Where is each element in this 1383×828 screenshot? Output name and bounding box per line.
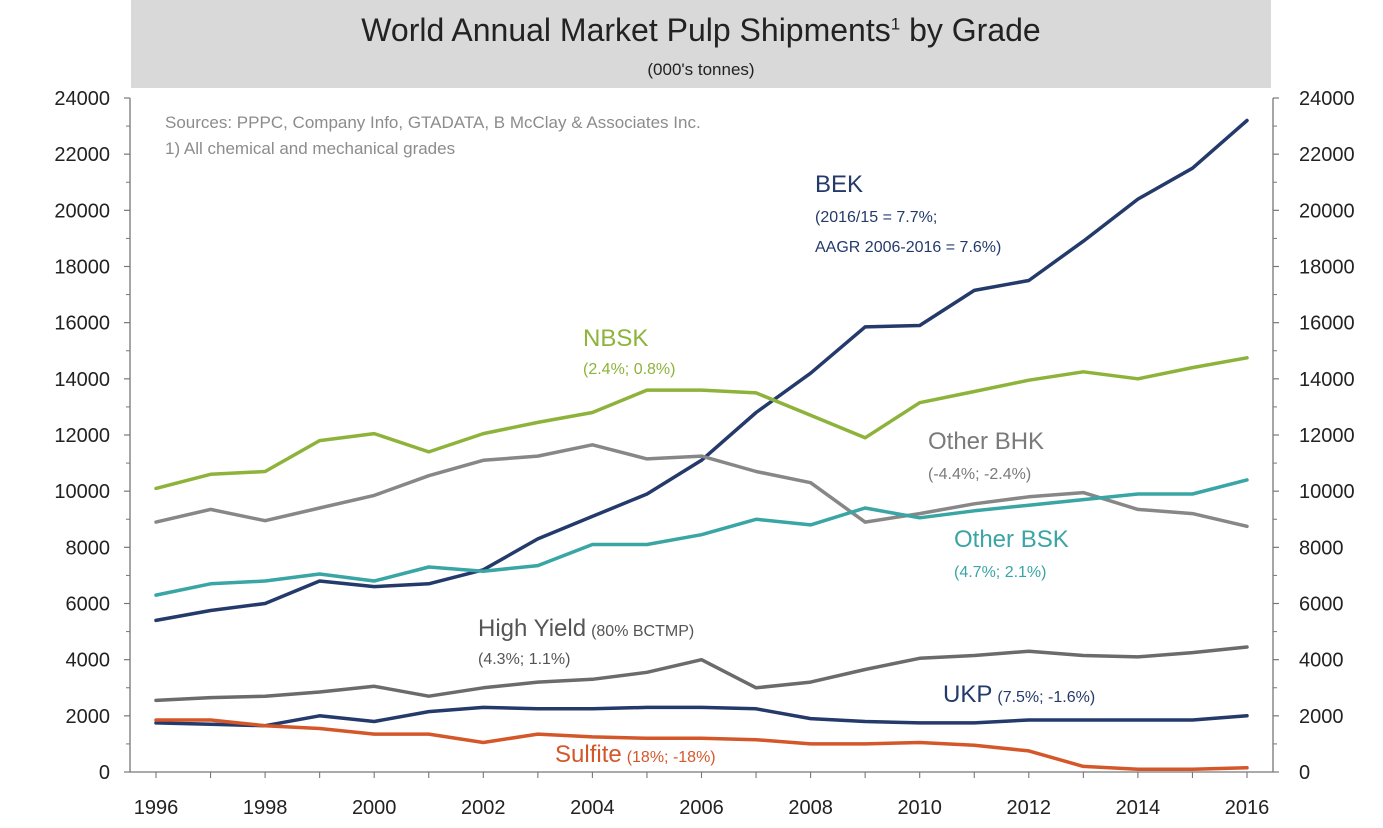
annotation-sulfite-suffix: (18%; -18%) — [627, 749, 716, 766]
annotation-hy-suffix: (80% BCTMP) — [591, 623, 694, 640]
series-line-high-yield — [154, 645, 1249, 703]
chart-title-text: World Annual Market Pulp Shipments — [361, 12, 891, 48]
x-tick-label: 1996 — [134, 797, 179, 819]
annotation-obsk-detail: (4.7%; 2.1%) — [954, 564, 1046, 581]
y-tick-label-right: 24000 — [1299, 88, 1355, 110]
y-tick-label-right: 2000 — [1299, 706, 1344, 728]
series-line-sulfite — [154, 718, 1249, 771]
annotation-bek-detail: (2016/15 = 7.7%; — [815, 209, 937, 226]
chart-axes: 0 0 2000 2000 4000 4000 6000 6000 8000 8000 10000 1… — [54, 88, 1354, 819]
annotation-ukp-title: UKP (7.5%; -1.6%) — [943, 681, 1095, 708]
source-note: Sources: PPPC, Company Info, GTADATA, B … — [165, 113, 701, 132]
chart-subtitle: (000's tonnes) — [647, 60, 755, 79]
source-note: 1) All chemical and mechanical grades — [165, 139, 455, 158]
y-tick-label-left: 8000 — [66, 537, 111, 559]
y-tick-label-left: 18000 — [54, 257, 110, 279]
chart-title-superscript: 1 — [890, 14, 901, 34]
annotation-nbsk-title: NBSK — [583, 325, 648, 352]
series-line-nbsk — [154, 356, 1249, 491]
annotation-sulfite-title: Sulfite (18%; -18%) — [555, 741, 716, 768]
x-tick-label: 2004 — [570, 797, 615, 819]
y-tick-label-right: 8000 — [1299, 537, 1344, 559]
x-tick-label: 2012 — [1007, 797, 1052, 819]
y-tick-label-left: 24000 — [54, 88, 110, 110]
y-tick-label-left: 22000 — [54, 144, 110, 166]
x-tick-label: 2000 — [352, 797, 397, 819]
y-tick-label-right: 4000 — [1299, 650, 1344, 672]
y-tick-label-right: 20000 — [1299, 200, 1355, 222]
x-tick-label: 2008 — [788, 797, 833, 819]
annotation-obsk-title: Other BSK — [954, 526, 1069, 553]
annotation-bek-title: BEK — [815, 171, 863, 198]
annotation-obhk-detail: (-4.4%; -2.4%) — [928, 466, 1031, 483]
source-notes: Sources: PPPC, Company Info, GTADATA, B … — [165, 113, 701, 158]
y-tick-label-right: 22000 — [1299, 144, 1355, 166]
series-line-other-bhk — [154, 443, 1249, 529]
annotation-ukp-suffix: (7.5%; -1.6%) — [997, 689, 1095, 706]
x-tick-label: 2002 — [461, 797, 506, 819]
y-tick-label-left: 6000 — [66, 594, 111, 616]
chart-title-tail: by Grade — [900, 12, 1041, 48]
annotation-bek-detail: AAGR 2006-2016 = 7.6%) — [815, 239, 1001, 256]
x-tick-label: 2014 — [1116, 797, 1161, 819]
y-tick-label-left: 0 — [99, 762, 110, 784]
y-tick-label-left: 2000 — [66, 706, 111, 728]
y-tick-label-right: 10000 — [1299, 481, 1355, 503]
series-lines — [154, 118, 1249, 771]
series-line-bek — [154, 118, 1249, 623]
y-tick-label-left: 12000 — [54, 425, 110, 447]
annotation-obhk-title: Other BHK — [928, 428, 1044, 455]
x-tick-label: 2010 — [897, 797, 942, 819]
y-tick-label-left: 20000 — [54, 200, 110, 222]
series-line-other-bsk — [154, 478, 1249, 597]
x-tick-label: 1998 — [243, 797, 288, 819]
y-tick-label-right: 12000 — [1299, 425, 1355, 447]
chart-title: World Annual Market Pulp Shipments1 by G… — [131, 12, 1271, 49]
y-tick-label-left: 4000 — [66, 650, 111, 672]
y-tick-label-left: 16000 — [54, 313, 110, 335]
y-tick-label-right: 6000 — [1299, 594, 1344, 616]
annotation-nbsk-detail: (2.4%; 0.8%) — [583, 361, 675, 378]
x-tick-label: 2016 — [1225, 797, 1270, 819]
y-tick-label-right: 16000 — [1299, 313, 1355, 335]
series-line-ukp — [154, 705, 1249, 728]
series-annotations: BEK (2016/15 = 7.7%; AAGR 2006-2016 = 7.6%… — [478, 171, 1095, 768]
y-tick-label-right: 14000 — [1299, 369, 1355, 391]
annotation-hy-detail: (4.3%; 1.1%) — [478, 651, 570, 668]
y-tick-label-left: 10000 — [54, 481, 110, 503]
annotation-hy-title: High Yield (80% BCTMP) — [478, 615, 694, 642]
y-tick-label-right: 0 — [1299, 762, 1310, 784]
x-tick-label: 2006 — [679, 797, 724, 819]
y-tick-label-left: 14000 — [54, 369, 110, 391]
y-tick-label-right: 18000 — [1299, 257, 1355, 279]
title-band — [131, 0, 1271, 88]
